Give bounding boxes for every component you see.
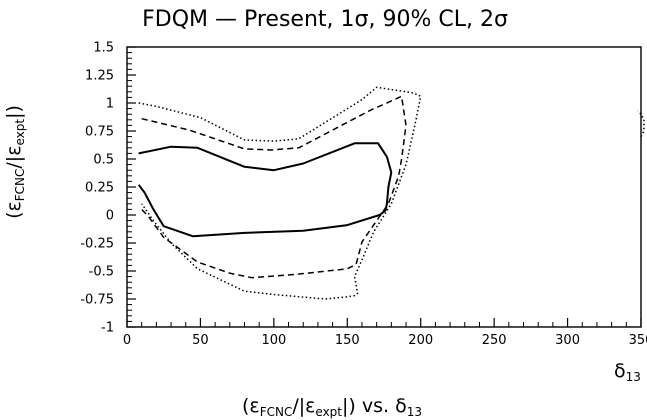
contour-dotted-0 (138, 86, 422, 300)
y-tick-label-7: -0.25 (80, 237, 114, 252)
x-tick-label-5: 250 (482, 333, 507, 348)
contour-solid-0 (137, 142, 393, 238)
x-label-sub1: FCNC (260, 405, 293, 419)
x-label-sub3: 13 (407, 405, 422, 419)
x-tick-label-0: 0 (123, 333, 131, 348)
y-tick-label-6: 0 (106, 209, 114, 224)
y-label-main: (ε (3, 201, 25, 219)
svg-text:(εFCNC/|εexpt|): (εFCNC/|εexpt|) (3, 105, 27, 219)
x-tick-label-1: 50 (192, 333, 209, 348)
contour-dashed-0 (141, 95, 407, 279)
x-label-sub2: expt (315, 405, 342, 419)
x-axis-label: (εFCNC/|εexpt|) vs. δ13 (242, 395, 422, 419)
y-tick-label-2: 1 (106, 97, 114, 112)
y-tick-label-10: -1 (101, 321, 114, 336)
y-label-end: |) (3, 105, 25, 119)
x-label-mid: /|ε (292, 395, 315, 417)
y-tick-label-3: 0.75 (85, 125, 114, 140)
plot-area (137, 86, 645, 300)
x-tick-label-4: 200 (408, 333, 433, 348)
x-tick-label-3: 150 (335, 333, 360, 348)
axes: 0 50 100 150 200 250 300 350 1.5 1.25 1 0.75 0.5 0.25… (80, 41, 647, 349)
x-tick-label-6: 300 (555, 333, 580, 348)
x-tick-label-7: 350 (629, 333, 647, 348)
corner-label-main: δ (614, 360, 626, 382)
x-label-main: (ε (242, 395, 260, 417)
y-label-sub2: expt (13, 119, 27, 146)
y-axis-label: (εFCNC/|εexpt|) (3, 105, 27, 219)
corner-label-sub: 13 (626, 370, 641, 384)
y-tick-label-4: 0.5 (93, 153, 114, 168)
contour-dotted-1 (637, 110, 645, 137)
y-tick-label-1: 1.25 (85, 69, 114, 84)
y-tick-label-9: -0.75 (80, 293, 114, 308)
x-tick-label-2: 100 (261, 333, 286, 348)
x-axis-corner-label: δ13 (614, 360, 641, 384)
chart-title: FDQM — Present, 1σ, 90% CL, 2σ (142, 7, 508, 32)
x-label-end: |) vs. δ (342, 395, 407, 417)
y-label-mid: /|ε (3, 146, 25, 169)
y-tick-label-8: -0.5 (89, 265, 114, 280)
y-tick-label-5: 0.25 (85, 181, 114, 196)
y-tick-label-0: 1.5 (93, 41, 114, 56)
y-label-sub1: FCNC (13, 169, 27, 202)
